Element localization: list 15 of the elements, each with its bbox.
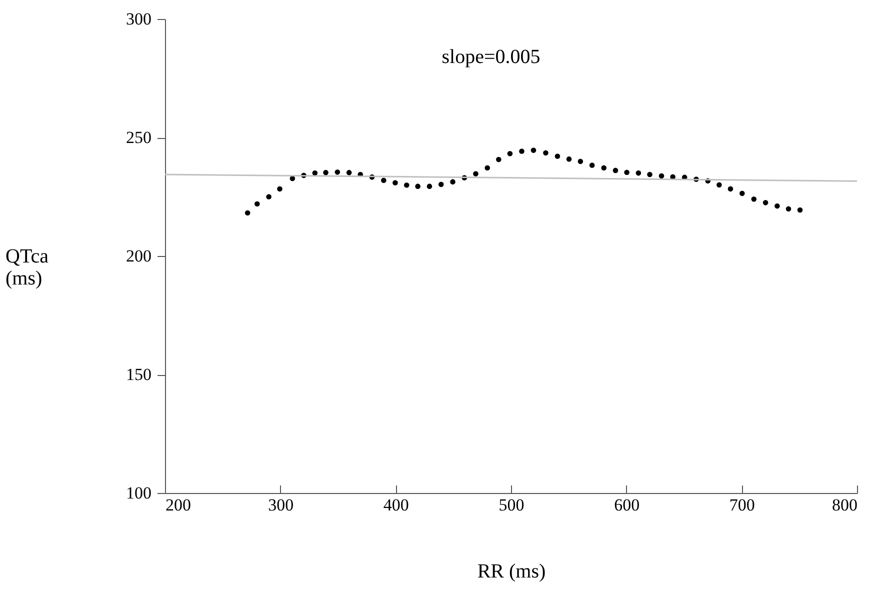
x-tick-label: 300 bbox=[268, 496, 294, 514]
x-tick-label: 600 bbox=[614, 496, 640, 514]
y-tick-label: 100 bbox=[126, 484, 152, 502]
x-tick-label: 700 bbox=[729, 496, 755, 514]
y-tick-label: 200 bbox=[126, 246, 152, 266]
y-tick-label: 300 bbox=[126, 10, 152, 28]
y-tick-label: 250 bbox=[126, 128, 152, 147]
x-axis-title: RR (ms) bbox=[477, 560, 546, 582]
x-tick-label: 200 bbox=[166, 496, 191, 514]
x-tick-label: 400 bbox=[383, 496, 409, 514]
x-tick-label: 500 bbox=[498, 496, 524, 514]
x-tick-label: 800 bbox=[832, 496, 858, 514]
annotation: slope=0.005 bbox=[442, 46, 540, 68]
y-axis-title: QTca (ms) bbox=[6, 246, 49, 290]
y-tick-label: 150 bbox=[126, 365, 152, 384]
